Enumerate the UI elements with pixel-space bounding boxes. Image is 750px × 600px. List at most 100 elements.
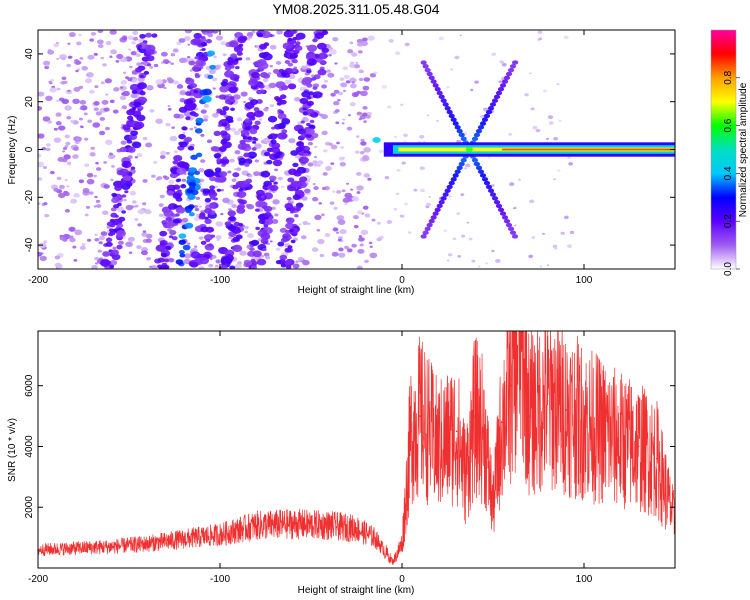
spectrogram-streak-cell [272,159,283,167]
dominant-band-core [502,148,675,151]
spectrogram-streak-cell [181,126,188,131]
spectrogram-streak-cell [119,146,127,153]
spectrogram-streak-cell [287,245,293,249]
spectrogram-cell [386,105,392,109]
spectrogram-cell [68,235,74,239]
spectrogram-streak-cell [220,145,227,151]
spectrogram-streak-cell [171,236,178,241]
spectrogram-cell [95,199,101,203]
spectrogram-streak-cell [305,128,315,135]
spectrogram-streak-cell [127,146,136,153]
spectrogram-streak-cell [109,223,116,228]
spectrogram-cell [393,207,398,211]
spectrogram-streak-cell [237,203,246,210]
spectrogram-cell [560,231,565,235]
spectrogram-cell [200,109,207,114]
spectrogram-streak-cell [300,181,306,185]
spectrogram-streak-cell [200,240,207,245]
spectrogram-cell [47,120,52,124]
spectrogram-streak-cell [267,134,274,140]
spectrogram-cell [49,87,57,93]
spectrogram-cell [76,137,80,141]
x-pattern-cell [495,90,503,96]
spectrogram-cell [288,138,296,144]
spectrogram-cell [200,133,205,137]
x-pattern-cell [511,234,519,239]
spectrogram-cell [271,218,279,224]
spectrogram-cell [112,109,119,114]
spectrogram-cell [338,252,346,258]
spectrogram-cell [54,255,61,260]
spectrogram-cell [394,51,401,56]
spectrogram-cell [262,78,269,83]
spectrogram-streak-cell [235,66,240,70]
spectrogram-streak-cell [253,107,260,112]
spectrogram-cell [184,30,193,34]
spectrogram-cell [215,264,219,267]
spectrogram-cells [38,30,675,269]
spectrogram-streak-cell [172,218,180,224]
spectrogram-streak-cell [102,251,111,257]
spectrogram-cell [200,210,205,214]
spectrogram-cell [302,221,309,226]
spectrogram-streak-cell [297,141,303,146]
spectrogram-streak-cell [213,152,222,159]
spectrogram-cell [45,64,49,67]
spectrogram-streak-cell [275,81,286,89]
spectrogram-streak-cell [238,43,244,47]
spectrogram-streak-cell [166,222,175,229]
spectrogram-streak-cell [193,32,202,39]
x-pattern-cell [489,102,497,107]
spectrogram-cell [280,185,285,189]
spectrogram-cell [306,179,311,183]
spectrogram-streak-cell [178,141,185,146]
spectrogram-cell [356,135,360,138]
spectrogram-cell [134,204,139,208]
spectrogram-streak-cell [185,208,192,214]
spectrogram-cell [127,236,135,242]
spectrogram-cell [276,30,284,35]
spectrogram-cell [215,35,224,41]
spectrogram-cell [360,141,367,146]
spectrogram-cell [165,122,171,127]
spectrogram-cell [388,38,394,43]
spectrogram-cell [471,259,476,263]
spectrogram-cell [313,163,318,167]
x-pattern-cell [426,222,433,228]
spectrogram-streak-cell [111,253,121,261]
spectrogram-cell [287,62,294,67]
spectrogram-cell [357,237,365,242]
spectrogram-streak-cell [155,244,166,252]
spectrogram-cell [552,178,557,181]
spectrogram-cell [100,231,108,237]
snr-point [437,445,440,448]
spectrogram-cell [223,114,228,118]
spectrogram-streak-cell [182,244,191,251]
spectrogram-cell [362,155,370,162]
spectrogram-cell [61,76,67,81]
spectrogram-cell [67,42,71,45]
spectrogram-cell [373,71,378,74]
spectrogram-cell [338,236,343,240]
spectrogram-cell [351,91,359,98]
spectrogram-streak-cell [105,241,113,247]
spectrogram-cell [263,137,271,144]
spectrogram-cell [362,205,369,210]
x-pattern-cell [491,196,499,201]
x-tick-label: -200 [28,574,48,585]
spectrogram-cell [193,245,198,248]
spectrogram-cell [53,137,62,143]
y-tick-label: -20 [24,190,35,205]
spectrogram-streak-cell [234,58,239,62]
spectrogram-cell [356,111,363,116]
spectrogram-cell [386,220,393,225]
spectrogram-streak-cell [267,115,278,123]
spectrogram-cell [316,164,321,167]
spectrogram-streak-cell [210,234,216,238]
spectrogram-cell [203,103,210,108]
spectrogram-cell [358,69,364,74]
spectrogram-streak-cell [221,138,228,143]
y-tick-label: -40 [24,237,35,252]
spectrogram-cell [518,178,521,181]
spectrogram-cell [173,113,181,119]
